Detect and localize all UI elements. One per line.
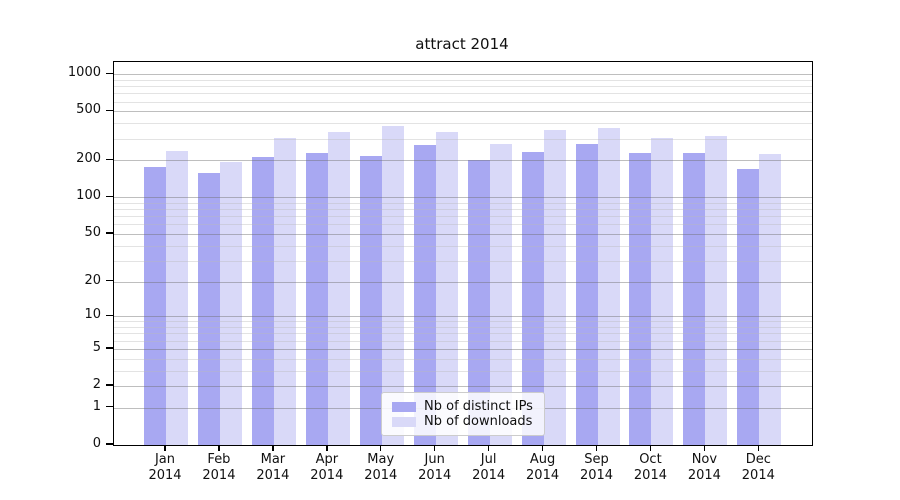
x-tick-mark: [434, 445, 436, 451]
x-tick-label-year: 2014: [418, 468, 452, 483]
bar-downloads-aug: [543, 130, 566, 445]
x-tick-label-year: 2014: [687, 468, 721, 483]
bars-layer: [114, 62, 812, 445]
x-tick-label-year: 2014: [741, 468, 775, 483]
bar-distinct-ips-feb: [197, 173, 220, 445]
y-tick-label: 10: [84, 307, 101, 323]
bar-distinct-ips-aug: [521, 151, 544, 445]
x-tick-mark: [218, 445, 220, 451]
y-tick-label: 20: [84, 272, 101, 288]
y-tick-label: 0: [92, 436, 101, 451]
bar-downloads-nov: [705, 136, 728, 445]
x-tick-mark: [595, 445, 598, 451]
x-tick-label: May 2014: [349, 452, 413, 484]
y-tick-mark: [106, 384, 113, 386]
y-tick-mark: [106, 232, 113, 234]
x-tick-label-year: 2014: [633, 468, 667, 483]
x-tick-label: Oct 2014: [618, 452, 682, 484]
y-tick-label: 1000: [67, 65, 101, 81]
bar-distinct-ips-jul: [467, 159, 490, 445]
bar-distinct-ips-mar: [251, 156, 274, 445]
x-tick-label-year: 2014: [364, 468, 398, 483]
bar-downloads-apr: [327, 132, 350, 445]
x-tick-mark: [757, 445, 760, 451]
legend-item-downloads: Nb of downloads: [392, 414, 534, 429]
x-tick-label-year: 2014: [256, 468, 290, 483]
bar-distinct-ips-nov: [683, 153, 706, 445]
x-tick-label: Sep 2014: [565, 452, 629, 484]
bar-distinct-ips-jun: [413, 145, 436, 445]
legend-swatch-distinct-ips: [392, 401, 416, 412]
legend-item-distinct-ips: Nb of distinct IPs: [392, 399, 534, 414]
y-tick-label: 5: [92, 339, 101, 355]
y-tick-label: 500: [76, 102, 101, 118]
y-tick-label: 2: [92, 377, 101, 393]
bar-downloads-jan: [166, 150, 188, 445]
x-tick-label-year: 2014: [202, 468, 236, 483]
bar-downloads-feb: [219, 161, 242, 445]
y-tick-label: 100: [76, 188, 101, 204]
bar-downloads-mar: [273, 137, 296, 445]
bar-downloads-jun: [435, 132, 458, 445]
x-tick-label-year: 2014: [148, 468, 182, 483]
bar-distinct-ips-apr: [305, 152, 328, 445]
x-tick-label: Jul 2014: [457, 452, 521, 484]
bar-downloads-jul: [489, 144, 512, 445]
bar-distinct-ips-jan: [144, 166, 166, 445]
x-tick-mark: [541, 445, 544, 451]
y-tick-mark: [106, 406, 113, 408]
bar-downloads-oct: [651, 137, 674, 445]
bar-distinct-ips-may: [359, 155, 382, 445]
x-tick-label-year: 2014: [310, 468, 344, 483]
x-tick-label-year: 2014: [579, 468, 614, 483]
y-tick-mark: [106, 72, 113, 74]
x-tick-mark: [703, 445, 706, 451]
x-tick-label-year: 2014: [526, 468, 560, 483]
x-tick-label: Apr 2014: [295, 452, 359, 484]
y-tick-mark: [106, 158, 113, 161]
x-tick-mark: [326, 445, 328, 451]
x-tick-label: Feb 2014: [187, 452, 251, 484]
bar-downloads-may: [381, 126, 404, 445]
y-tick-mark: [106, 109, 113, 112]
x-tick-mark: [164, 445, 166, 451]
x-tick-label: Aug 2014: [511, 452, 575, 484]
x-tick-mark: [487, 445, 490, 451]
y-tick-mark: [106, 195, 113, 197]
chart-title: attract 2014: [415, 35, 509, 53]
x-tick-label: Jun 2014: [403, 452, 467, 484]
x-tick-label: Mar 2014: [241, 452, 305, 484]
legend-label-downloads: Nb of downloads: [424, 414, 533, 429]
x-tick-label: Jan 2014: [133, 452, 197, 484]
y-tick-label: 50: [84, 224, 101, 240]
legend-label-distinct-ips: Nb of distinct IPs: [424, 399, 533, 414]
y-tick-label: 1: [92, 398, 101, 414]
y-tick-mark: [106, 279, 113, 282]
legend-swatch-downloads: [392, 416, 416, 427]
y-tick-label: 200: [76, 151, 101, 167]
x-tick-label: Dec 2014: [726, 452, 790, 484]
bar-downloads-dec: [759, 154, 782, 445]
y-tick-mark: [106, 347, 113, 349]
x-tick-label-year: 2014: [472, 468, 506, 483]
legend: Nb of distinct IPs Nb of downloads: [381, 392, 545, 436]
bar-downloads-sep: [597, 127, 620, 445]
plot-area: Nb of distinct IPs Nb of downloads: [113, 61, 813, 446]
x-tick-label: Nov 2014: [672, 452, 736, 484]
x-tick-mark: [380, 445, 382, 451]
bar-distinct-ips-sep: [575, 144, 598, 445]
bar-distinct-ips-dec: [737, 169, 760, 445]
x-tick-mark: [649, 445, 652, 451]
bar-distinct-ips-oct: [629, 152, 652, 445]
y-tick-mark: [106, 443, 113, 445]
x-tick-mark: [272, 445, 274, 451]
y-tick-mark: [106, 314, 113, 316]
